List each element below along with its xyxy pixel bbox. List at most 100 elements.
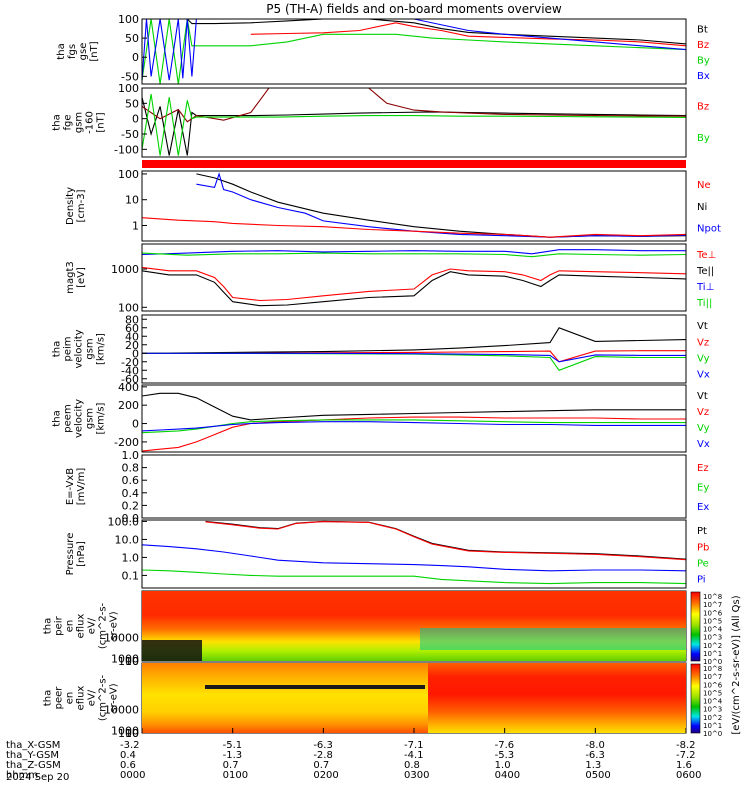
colorbar-tick-label: 10^4 (703, 698, 723, 706)
y-tick-label: 0.2 (122, 499, 140, 512)
legend-entry: Ey (697, 483, 709, 494)
colorbar-tick-label: 10^3 (703, 706, 722, 714)
y-axis-label: [nT] (89, 41, 100, 61)
y-tick-label: 50 (125, 97, 139, 110)
y-axis-label: eV/ (87, 617, 98, 634)
colorbar-tick-label: 10^5 (703, 689, 722, 697)
legend-entry: Vx (697, 439, 710, 450)
y-tick-label: -40 (121, 364, 139, 377)
ion-spectrogram-image (142, 591, 686, 661)
y-axis-label: tha (52, 341, 63, 357)
y-tick-label: 100 (118, 727, 139, 740)
x-tick-label: -7.6 (495, 740, 515, 751)
y-axis-label: [eV] (76, 267, 87, 288)
y-axis-label: [km/s] (96, 402, 107, 434)
colorbar-electron (690, 663, 701, 734)
panel-frame (141, 18, 687, 85)
panel-7: 1.00.80.60.40.20.0 E=-VxB [mV/m] Ez Ey Ex (65, 449, 709, 525)
y-axis-label: peim (63, 336, 74, 361)
y-axis-label: tha (43, 690, 54, 706)
y-axis-label: eflux (76, 614, 87, 639)
colorbar-tick-label: 10^5 (703, 617, 722, 625)
legend-entry: Npot (697, 224, 721, 235)
y-tick-label: 10.0 (115, 533, 140, 546)
y-axis-label: en (65, 692, 76, 705)
series-line-By (141, 18, 687, 85)
x-tick-label: 0600 (676, 770, 701, 781)
quality-flag-bar (142, 160, 686, 168)
y-axis-label: [mV/m] (76, 468, 87, 506)
legend-entry: Bx (697, 71, 710, 82)
y-tick-label: 1000 (111, 653, 139, 666)
y-axis-label: Density (65, 187, 76, 225)
y-tick-label: 1 (132, 219, 139, 232)
legend-entry: Vz (697, 407, 709, 418)
colorbar-tick-label: 10^3 (703, 634, 722, 642)
ion-spectrogram (142, 591, 686, 661)
x-row-label: tha_Y-GSM (6, 750, 59, 761)
series-line-Pi (141, 544, 687, 572)
x-tick-label: -7.1 (404, 740, 424, 751)
series-line-Bz (250, 22, 687, 47)
y-axis-label: [nT] (96, 112, 107, 132)
legend-entry: Ti|| (696, 298, 712, 309)
y-tick-label: 60 (125, 322, 139, 335)
x-tick-label: 0.6 (120, 760, 136, 771)
y-tick-label: 20 (125, 339, 139, 352)
y-axis-label: tha (43, 618, 54, 634)
series-line-Vy (142, 352, 686, 371)
y-axis-label: [nPa] (76, 541, 87, 567)
series-line-Vy (141, 419, 686, 434)
x-tick-label: 0300 (404, 770, 429, 781)
x-tick-label: 0.8 (404, 760, 420, 771)
series-line-Npot (196, 172, 687, 238)
y-tick-label: -60 (121, 373, 139, 386)
y-tick-label: 1.0 (122, 449, 140, 462)
y-tick-label: 10 (125, 194, 139, 207)
series-line-Pb (205, 521, 687, 561)
x-tick-label: -6.3 (313, 740, 333, 751)
y-axis-label: Pressure (65, 533, 76, 576)
electron-spectrogram-image-early (142, 663, 428, 733)
y-tick-label: -100 (114, 143, 139, 156)
x-tick-label: 0400 (495, 770, 520, 781)
colorbar-tick-label: 10^7 (703, 673, 722, 681)
series-line-Vx (142, 352, 686, 363)
colorbar-tick-label: 10^1 (703, 650, 722, 658)
y-tick-label: 10 (125, 727, 139, 740)
y-tick-label: -20 (121, 356, 139, 369)
series-line-By (141, 94, 687, 156)
x-tick-label: 0000 (120, 770, 145, 781)
x-axis-annotation: tha_X-GSM -3.2 -5.1 -6.3 -7.1 -7.6 -8.0 -8.2 tha… (6, 728, 701, 781)
colorbar-tick-label: 10^0 (703, 658, 722, 666)
y-tick-label: -200 (114, 436, 139, 449)
y-axis-label: tha (56, 43, 67, 59)
electron-band (205, 685, 425, 689)
y-tick-label: 1.0 (122, 551, 140, 564)
series-line-Te⊥ (141, 266, 687, 302)
y-tick-label: 0.1 (122, 569, 140, 582)
x-row-label: tha_X-GSM (6, 740, 60, 751)
y-axis-label: gsm (85, 338, 96, 359)
series-line-Vt (141, 327, 687, 354)
y-axis-label: (cm^2-s- (98, 602, 109, 649)
x-tick-label: -8.2 (676, 740, 696, 751)
figure-title: P5 (TH-A) fields and on-board moments ov… (266, 2, 562, 16)
colorbar-tick-label: 10^1 (703, 722, 722, 730)
series-line-Vx (141, 421, 686, 432)
panel-6: 400 200 0 -200 tha peem velocity gsm [km/s] Vt Vz V… (52, 381, 710, 453)
y-tick-label: 0.6 (122, 474, 140, 487)
x-tick-label: 0.7 (223, 760, 239, 771)
x-tick-label: -8.0 (585, 740, 605, 751)
colorbar-tick-label: 10^8 (703, 593, 722, 601)
legend-entry: Pt (697, 526, 707, 537)
legend-entry: Vy (697, 423, 710, 434)
y-tick-label: 0.4 (122, 487, 140, 500)
y-axis-label: (cm^2-s- (98, 674, 109, 721)
y-axis-label: magt3 (65, 261, 76, 294)
legend-entry: Pb (697, 542, 709, 553)
y-axis-label: sr-eV) (109, 683, 120, 712)
y-tick-label: 50 (125, 32, 139, 45)
